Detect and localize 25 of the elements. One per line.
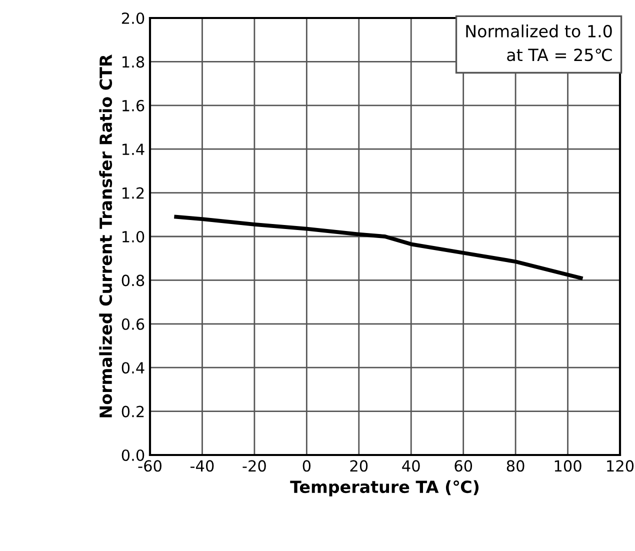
x-tick-label: 40 xyxy=(402,460,420,472)
x-tick-label: 100 xyxy=(554,460,582,472)
x-tick-label: 120 xyxy=(607,460,634,472)
x-tick-label: 0 xyxy=(302,460,311,472)
y-tick-label: 0.2 xyxy=(122,406,144,418)
x-tick-label: 20 xyxy=(350,460,368,472)
x-tick-label: -40 xyxy=(190,460,214,472)
y-tick-label: 0.8 xyxy=(122,274,144,286)
y-tick-label: 1.6 xyxy=(122,100,144,112)
x-tick-label: 80 xyxy=(506,460,524,472)
x-tick-label: -60 xyxy=(138,460,162,472)
x-axis-title: Temperature TA (℃) xyxy=(290,480,479,496)
y-tick-label: 0.6 xyxy=(122,318,144,330)
y-tick-label: 0.4 xyxy=(122,362,144,374)
y-tick-label: 1.0 xyxy=(122,230,144,243)
line-series xyxy=(174,214,583,280)
y-axis-title: Normalized Current Transfer Ratio CTR xyxy=(99,54,112,418)
y-tick-label: 0.0 xyxy=(122,449,144,462)
y-tick-label: 2.0 xyxy=(122,12,144,24)
y-tick-label: 1.2 xyxy=(122,187,144,199)
x-tick-label: -20 xyxy=(242,460,266,472)
annotation: Normalized to 1.0 at TA = 25℃ xyxy=(466,24,612,62)
y-tick-label: 1.8 xyxy=(122,56,144,68)
y-tick-label: 1.4 xyxy=(122,144,144,155)
x-tick-label: 60 xyxy=(454,460,472,472)
